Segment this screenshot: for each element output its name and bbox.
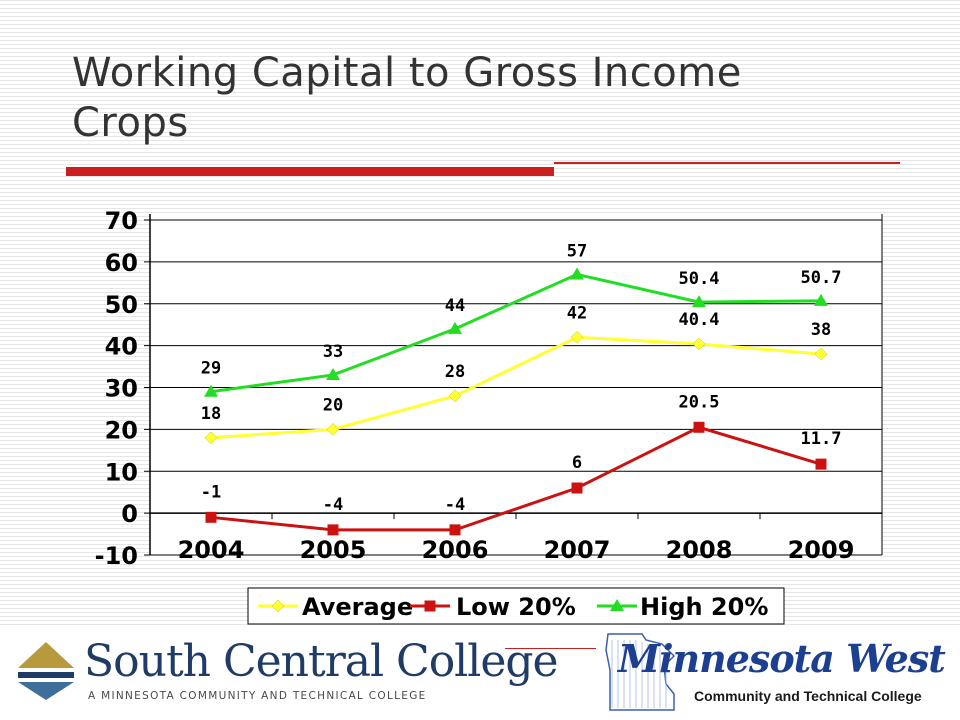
data-point <box>205 511 217 523</box>
data-point <box>570 330 584 344</box>
data-label: 11.7 <box>801 429 842 449</box>
x-tick-label: 2006 <box>422 536 489 564</box>
legend-item-low-20-: Low 20% <box>410 593 576 621</box>
data-label: 44 <box>445 296 465 316</box>
data-point <box>692 295 706 308</box>
x-tick-label: 2008 <box>666 536 733 564</box>
y-tick-label: 40 <box>105 333 138 361</box>
legend-label: Average <box>302 593 413 621</box>
data-point <box>204 431 218 445</box>
y-tick-label: 60 <box>105 249 138 277</box>
south-central-emblem-icon <box>18 642 74 700</box>
slide-title: Working Capital to Gross Income Crops <box>72 48 892 148</box>
series-line <box>210 272 822 394</box>
data-point <box>449 524 461 536</box>
data-label: -4 <box>323 495 343 515</box>
data-label: 20.5 <box>679 392 720 412</box>
series-high-20-: 29 33 44 57 50.4 50.7 <box>201 241 842 397</box>
data-label: 18 <box>201 404 221 424</box>
data-label: 40.4 <box>679 310 720 330</box>
data-label: 57 <box>567 241 587 261</box>
legend-item-average: Average <box>258 593 413 621</box>
y-tick-label: 70 <box>105 207 138 235</box>
data-point <box>610 599 624 611</box>
y-axis-ticks: -10 0 10 20 30 40 50 60 70 <box>95 207 150 570</box>
series-line <box>210 425 822 532</box>
data-label: -1 <box>201 482 221 502</box>
y-tick-label: -10 <box>95 542 138 570</box>
data-point <box>570 267 584 280</box>
data-point <box>815 458 827 470</box>
south-central-college-name: South Central College <box>84 636 559 687</box>
minnesota-west-name: Minnesota West <box>618 636 946 681</box>
data-point <box>692 337 706 351</box>
data-label: 50.7 <box>801 268 842 288</box>
y-tick-label: 0 <box>121 500 138 528</box>
data-point <box>204 384 218 397</box>
data-point <box>448 389 462 403</box>
data-point <box>271 599 285 613</box>
data-point <box>326 367 340 380</box>
chart-plot-background <box>150 214 882 558</box>
data-label: 38 <box>811 320 831 340</box>
series-average: 18 20 28 42 40.4 38 <box>201 303 831 445</box>
y-tick-label: 20 <box>105 416 138 444</box>
data-point <box>424 600 436 612</box>
chart-legend: Average Low 20% High 20% <box>247 587 785 625</box>
y-tick-label: 10 <box>105 458 138 486</box>
south-central-college-tagline: A MINNESOTA COMMUNITY AND TECHNICAL COLL… <box>88 690 427 702</box>
footer-accent-line <box>505 648 600 649</box>
data-point <box>327 524 339 536</box>
chart-series: 18 20 28 42 40.4 38 -1 -4 -4 6 20.5 11.7 29 33 44 57 50.… <box>201 241 842 536</box>
legend-item-high-20-: High 20% <box>597 593 768 621</box>
data-point <box>326 423 340 436</box>
title-accent-line <box>554 162 900 164</box>
minnesota-west-logo: Minnesota West Community and Technical C… <box>596 626 946 720</box>
data-label: 28 <box>445 362 465 382</box>
data-point <box>571 482 583 494</box>
minnesota-west-subtitle: Community and Technical College <box>694 688 922 704</box>
data-label: -4 <box>445 495 465 515</box>
data-label: 33 <box>323 342 343 362</box>
data-point <box>814 347 828 361</box>
data-point <box>814 293 828 306</box>
x-axis-ticks: 2004 2005 2006 2007 2008 2009 <box>149 513 855 564</box>
x-tick-label: 2009 <box>788 536 855 564</box>
data-label: 6 <box>572 453 582 473</box>
slide-title-line-2: Crops <box>72 100 189 146</box>
series-low-20-: -1 -4 -4 6 20.5 11.7 <box>201 392 842 536</box>
slide-title-line-1: Working Capital to Gross Income <box>72 50 742 96</box>
data-point <box>693 421 705 433</box>
data-label: 50.4 <box>679 269 720 289</box>
x-tick-label: 2007 <box>544 536 611 564</box>
y-tick-label: 30 <box>105 375 138 403</box>
data-point <box>448 321 462 334</box>
data-label: 20 <box>323 395 343 415</box>
data-label: 29 <box>201 359 221 379</box>
minnesota-state-outline-icon <box>605 633 676 711</box>
x-tick-label: 2004 <box>178 536 245 564</box>
legend-box <box>247 587 785 625</box>
x-tick-label: 2005 <box>300 536 367 564</box>
south-central-college-logo: South Central College A MINNESOTA COMMUN… <box>14 636 559 706</box>
y-tick-label: 50 <box>105 291 138 319</box>
legend-label: High 20% <box>640 593 768 621</box>
title-accent-bar <box>66 167 554 176</box>
data-label: 42 <box>567 303 587 323</box>
legend-label: Low 20% <box>456 593 576 621</box>
series-line <box>210 335 822 440</box>
